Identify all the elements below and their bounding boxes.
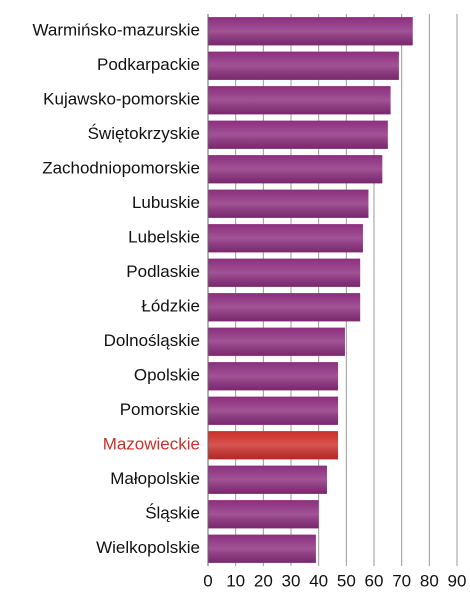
y-tick-label: Warmińsko-mazurskie (32, 21, 200, 40)
bar-shine (208, 293, 361, 322)
x-tick-label: 60 (365, 571, 384, 590)
y-tick-label: Świętokrzyskie (88, 124, 200, 143)
x-tick-label: 50 (337, 571, 356, 590)
x-tick-label: 0 (203, 571, 212, 590)
bar-shine (208, 362, 339, 391)
bar-shine (208, 465, 327, 494)
x-tick-label: 20 (254, 571, 273, 590)
bar-shine (208, 431, 339, 460)
bar-shine (208, 51, 399, 80)
bar-shine (208, 258, 361, 287)
bar-shine (208, 189, 369, 218)
bar-shine (208, 534, 316, 563)
y-tick-label: Lubelskie (128, 228, 200, 247)
x-tick-label: 30 (282, 571, 301, 590)
y-tick-label: Łódzkie (141, 297, 200, 316)
x-tick-label: 90 (448, 571, 467, 590)
y-tick-label: Mazowieckie (103, 435, 200, 454)
bar-shine (208, 396, 339, 425)
bar-shine (208, 500, 319, 529)
y-tick-label: Kujawsko-pomorskie (43, 90, 200, 109)
y-tick-label: Dolnośląskie (104, 331, 200, 350)
bar-shine (208, 155, 383, 184)
x-tick-label: 40 (309, 571, 328, 590)
y-tick-label: Pomorskie (120, 400, 200, 419)
bar-shine (208, 86, 391, 115)
y-tick-label: Opolskie (134, 366, 200, 385)
bar-shine (208, 224, 363, 253)
x-tick-label: 70 (392, 571, 411, 590)
x-tick-label: 10 (226, 571, 245, 590)
y-tick-label: Podkarpackie (97, 55, 200, 74)
bar-shine (208, 17, 413, 46)
y-tick-label: Podlaskie (126, 262, 200, 281)
bar-shine (208, 327, 345, 356)
y-tick-label: Wielkopolskie (96, 538, 200, 557)
y-tick-label: Zachodniopomorskie (42, 159, 200, 178)
y-tick-label: Małopolskie (110, 469, 200, 488)
y-tick-label: Lubuskie (132, 193, 200, 212)
x-tick-label: 80 (420, 571, 439, 590)
y-tick-label: Śląskie (145, 504, 200, 523)
bar-shine (208, 120, 388, 149)
